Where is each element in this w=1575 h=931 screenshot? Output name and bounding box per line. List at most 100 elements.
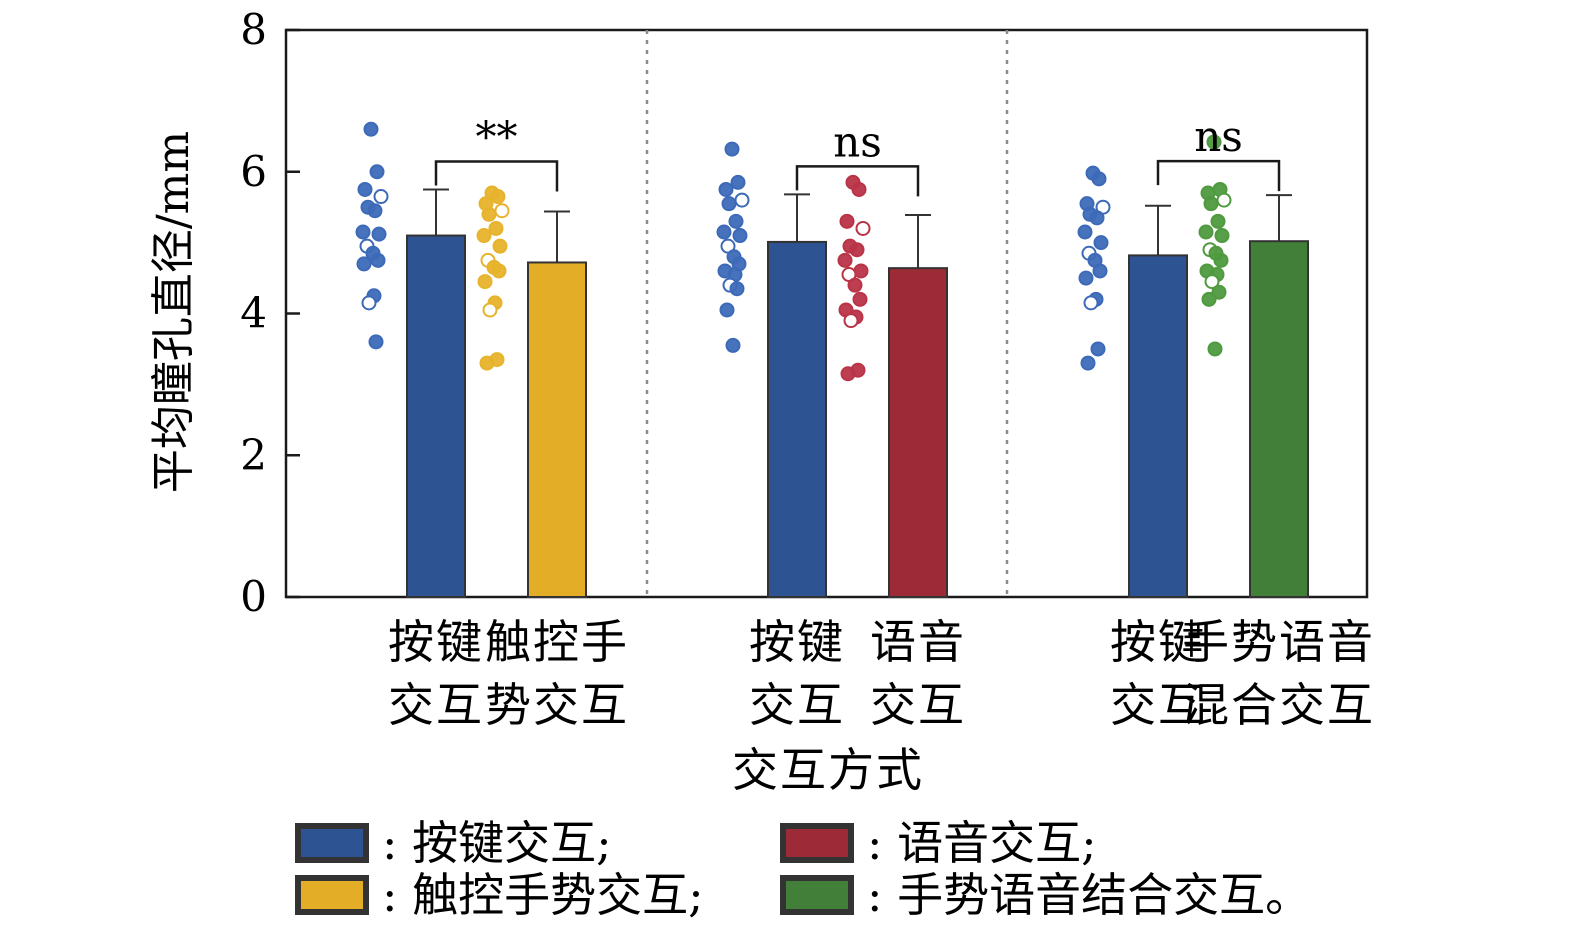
data-point xyxy=(853,263,869,279)
data-point xyxy=(734,192,750,208)
category-label: 语音 xyxy=(870,615,966,669)
data-point xyxy=(476,228,492,244)
legend-swatch xyxy=(780,875,854,915)
category-label: 交互 xyxy=(388,678,484,732)
data-point xyxy=(1213,252,1229,268)
category-label: 交互 xyxy=(870,678,966,732)
data-point xyxy=(477,274,493,290)
data-point xyxy=(355,224,371,240)
legend-label: : 手势语音结合交互。 xyxy=(867,868,1311,922)
data-point xyxy=(494,203,510,219)
data-point xyxy=(363,121,379,137)
data-points xyxy=(355,121,1232,382)
y-axis: 0 2 4 6 8 xyxy=(240,5,300,621)
y-tick-label: 4 xyxy=(240,289,267,338)
data-point xyxy=(1083,295,1099,311)
data-point xyxy=(1201,291,1217,307)
bar xyxy=(888,267,948,598)
legend-swatch xyxy=(295,875,369,915)
data-point xyxy=(1210,213,1226,229)
legend-label: : 语音交互; xyxy=(867,816,1097,870)
data-point xyxy=(1207,341,1223,357)
data-point xyxy=(1203,196,1219,212)
data-point xyxy=(839,213,855,229)
data-point xyxy=(724,141,740,157)
significance-brackets: ** ns ns xyxy=(434,112,1281,197)
data-point xyxy=(718,181,734,197)
data-point xyxy=(721,196,737,212)
data-point xyxy=(847,277,863,293)
data-point xyxy=(369,164,385,180)
data-point xyxy=(1089,210,1105,226)
data-point xyxy=(1091,171,1107,187)
data-point xyxy=(1078,270,1094,286)
data-point xyxy=(367,203,383,219)
data-point xyxy=(371,226,387,242)
data-point xyxy=(490,189,506,205)
data-point xyxy=(843,313,859,329)
data-point xyxy=(837,252,853,268)
bar xyxy=(527,261,587,598)
data-point xyxy=(491,263,507,279)
bar xyxy=(1249,240,1309,599)
category-label: 触控手 xyxy=(485,615,629,669)
bar xyxy=(406,234,466,598)
legend-label: : 触控手势交互; xyxy=(382,868,704,922)
data-point xyxy=(1206,134,1222,150)
bar xyxy=(767,240,827,598)
data-point xyxy=(1198,224,1214,240)
y-tick-label: 0 xyxy=(240,572,267,621)
significance-bracket xyxy=(434,160,559,192)
significance-label: ns xyxy=(833,117,882,166)
data-point xyxy=(370,252,386,268)
data-point xyxy=(1214,228,1230,244)
legend-label: : 按键交互; xyxy=(382,816,612,870)
y-axis-label: 平均瞳孔直径/mm xyxy=(148,131,199,493)
data-point xyxy=(1216,192,1232,208)
category-label: 按键 xyxy=(1110,615,1206,669)
data-point xyxy=(492,238,508,254)
data-point xyxy=(356,256,372,272)
data-point xyxy=(357,181,373,197)
data-point xyxy=(1090,341,1106,357)
data-point xyxy=(482,302,498,318)
data-point xyxy=(1093,235,1109,251)
category-label: 混合交互 xyxy=(1183,678,1375,732)
data-point xyxy=(728,213,744,229)
data-point xyxy=(719,302,735,318)
legend-swatch xyxy=(780,823,854,863)
x-axis-label: 交互方式 xyxy=(732,743,924,797)
data-point xyxy=(852,291,868,307)
data-point xyxy=(1077,224,1093,240)
data-point xyxy=(1092,263,1108,279)
data-point xyxy=(481,206,497,222)
data-point xyxy=(488,220,504,236)
y-tick-label: 6 xyxy=(240,147,267,196)
data-point xyxy=(1211,284,1227,300)
data-point xyxy=(840,366,856,382)
category-label: 按键 xyxy=(388,615,484,669)
category-label: 按键 xyxy=(749,615,845,669)
data-point xyxy=(373,189,389,205)
data-point xyxy=(730,174,746,190)
data-point xyxy=(725,337,741,353)
data-point xyxy=(1080,355,1096,371)
data-point xyxy=(851,181,867,197)
category-label: 势交互 xyxy=(485,678,629,732)
bar xyxy=(1128,254,1188,598)
significance-bracket xyxy=(795,165,920,197)
data-point xyxy=(732,228,748,244)
data-point xyxy=(716,224,732,240)
legend: : 按键交互; : 语音交互; : 触控手势交互; : 手势语音结合交互。 xyxy=(295,816,1311,922)
data-point xyxy=(479,355,495,371)
significance-bracket xyxy=(1156,159,1281,192)
legend-swatch xyxy=(295,823,369,863)
category-label: 交互 xyxy=(1110,678,1206,732)
data-point xyxy=(729,281,745,297)
data-point xyxy=(1204,274,1220,290)
bars xyxy=(406,188,1309,599)
y-tick-label: 2 xyxy=(240,430,267,479)
category-label: 交互 xyxy=(749,678,845,732)
